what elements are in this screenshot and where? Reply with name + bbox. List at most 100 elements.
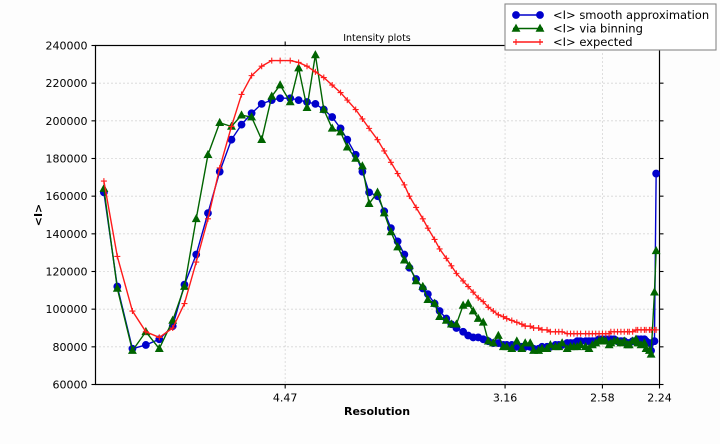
data-point (431, 236, 438, 243)
y-tick-label: 140000 (46, 228, 88, 241)
data-point (418, 281, 428, 290)
data-point (193, 259, 200, 266)
data-point (651, 245, 661, 255)
data-point (512, 336, 522, 345)
data-point (294, 63, 304, 72)
series-binning (99, 50, 661, 358)
data-point (156, 334, 163, 341)
data-point (463, 298, 473, 307)
data-point (424, 225, 431, 232)
data-point (495, 311, 502, 318)
data-point (304, 63, 310, 70)
data-point (258, 63, 265, 70)
data-point (470, 289, 477, 296)
data-point (508, 317, 515, 324)
data-point (530, 325, 537, 331)
data-point (485, 304, 492, 311)
data-point (559, 328, 566, 335)
data-point (181, 300, 188, 307)
y-tick-label: 60000 (53, 379, 88, 392)
data-point (329, 82, 336, 89)
legend-entry-expected[interactable]: <I> expected (513, 35, 633, 49)
x-tick-label: 2.24 (647, 392, 672, 405)
legend-entry-binning[interactable]: <I> via binning (511, 22, 643, 36)
data-point (366, 125, 373, 132)
data-point (112, 283, 122, 292)
data-point (393, 242, 403, 251)
data-point (352, 106, 359, 113)
data-point (435, 311, 445, 320)
data-point (557, 338, 567, 347)
data-point (351, 153, 361, 162)
data-point (527, 323, 534, 330)
data-point (228, 123, 235, 130)
data-point (100, 178, 107, 185)
data-point (238, 91, 245, 98)
data-point (327, 123, 337, 132)
data-point (488, 338, 498, 347)
data-point (473, 313, 483, 322)
data-point (475, 294, 482, 301)
data-point (411, 276, 421, 285)
chart-legend[interactable]: <I> smooth approximation<I> via binning<… (504, 3, 717, 51)
legend-entry-smooth[interactable]: <I> smooth approximation (512, 8, 710, 22)
data-point (328, 113, 337, 121)
data-point (650, 337, 659, 346)
data-point (547, 328, 554, 335)
data-point (459, 327, 468, 336)
data-point (257, 99, 266, 108)
data-point (502, 341, 512, 351)
data-point (373, 187, 382, 196)
data-point (310, 50, 320, 59)
data-point (142, 328, 149, 335)
data-point (237, 110, 246, 119)
y-tick-label: 240000 (46, 40, 88, 53)
data-point (619, 336, 629, 345)
data-point (386, 227, 396, 236)
data-point (374, 136, 381, 143)
data-point (453, 270, 460, 277)
data-point (267, 91, 277, 100)
data-point (493, 330, 503, 339)
data-point (394, 170, 401, 177)
data-point (248, 72, 255, 79)
data-point (525, 338, 535, 347)
data-point (451, 319, 461, 328)
data-point (387, 159, 394, 166)
data-point (276, 94, 285, 103)
data-point (448, 262, 455, 269)
y-axis-label: <I> (32, 204, 45, 227)
data-point (503, 315, 510, 322)
x-tick-label: 4.47 (273, 392, 298, 405)
data-point (344, 97, 351, 104)
data-point (268, 57, 275, 64)
data-point (629, 328, 636, 335)
data-point (535, 325, 542, 331)
y-tick-label: 100000 (46, 303, 88, 316)
data-point (320, 74, 327, 81)
data-point (430, 298, 440, 307)
legend-marker-circle-icon (536, 11, 544, 19)
data-point (468, 306, 478, 315)
legend-label: <I> via binning (553, 22, 643, 36)
data-point (129, 308, 136, 315)
data-point (216, 164, 223, 171)
ticks-layer (91, 41, 664, 389)
data-point (507, 343, 517, 353)
data-point (522, 323, 529, 330)
data-point (646, 349, 656, 358)
legend-marker-circle-icon (512, 11, 520, 19)
data-point (650, 287, 659, 296)
data-point (359, 115, 366, 122)
data-point (287, 57, 294, 64)
data-point (127, 345, 137, 354)
data-point (336, 127, 346, 136)
data-point (404, 261, 414, 270)
data-point (478, 317, 488, 326)
plot-frame (94, 44, 661, 386)
tick-labels-layer: 60000 80000 100000 120000 140000 160000 180000… (46, 40, 672, 405)
data-point (247, 112, 257, 121)
legend-marker-triangle-icon (511, 23, 521, 32)
